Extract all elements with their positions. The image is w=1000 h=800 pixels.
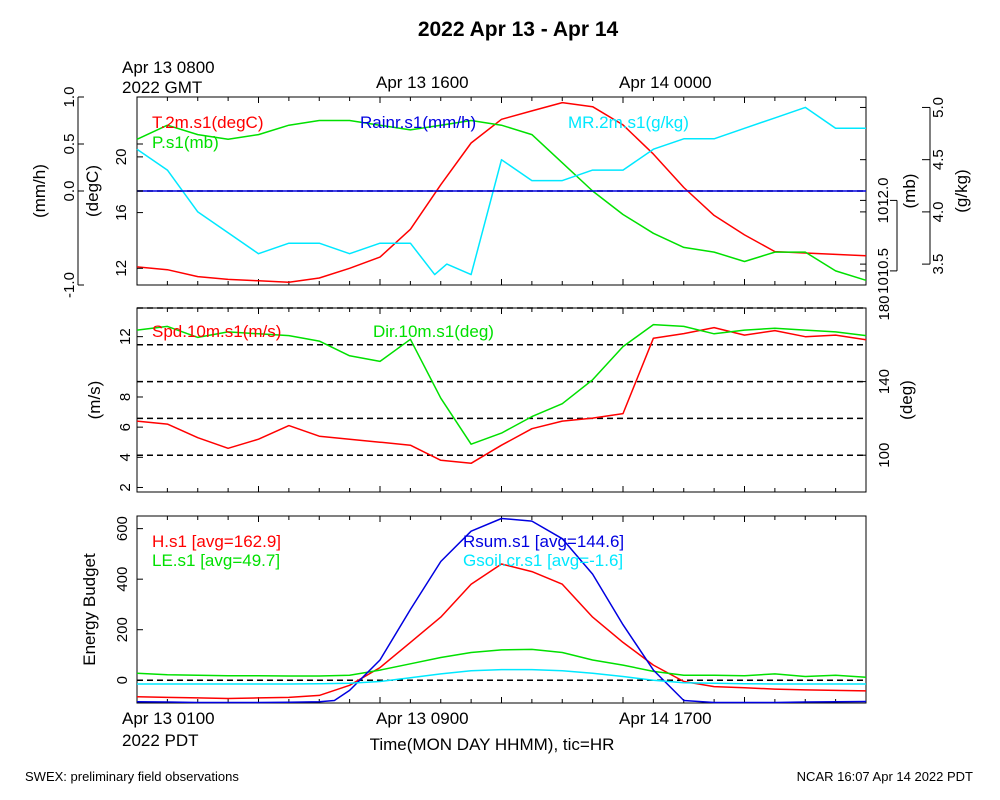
footer-left: SWEX: preliminary field observations xyxy=(25,769,239,784)
panel-wind: 2 4 6 8 12 (m/s) 100 140 180 (deg) Spd.10m.s1(m/s)… xyxy=(85,295,916,493)
y-tick-label: 1012.0 xyxy=(875,177,892,223)
series-line-1 xyxy=(136,326,867,465)
y-tick-label: 4 xyxy=(117,453,134,461)
y-tick-label: 140 xyxy=(876,369,893,394)
bottom-axis-label: Apr 14 1700 xyxy=(619,709,712,728)
top-axis-label: Apr 14 0000 xyxy=(619,73,712,92)
bottom-axis-label: Apr 13 0900 xyxy=(376,709,469,728)
panel-energy-budget: 0 200 400 600 Energy Budget H.s1 [avg=162.9]L… xyxy=(80,515,867,704)
series-line-1 xyxy=(136,563,867,700)
series-line-4 xyxy=(137,668,866,685)
y-tick-label: 8 xyxy=(117,393,134,401)
series-line-2 xyxy=(136,648,867,678)
y-tick-label: 180 xyxy=(876,295,893,320)
y-tick-label: 1010.5 xyxy=(875,248,892,294)
y-axis-label: (mb) xyxy=(900,174,919,209)
y-tick-label: 1.0 xyxy=(61,87,78,108)
y-tick-label: 0.5 xyxy=(61,134,78,155)
legend-entry: Gsoil.cr.s1 [avg=-1.6] xyxy=(463,551,623,570)
y-axis-label: Energy Budget xyxy=(80,553,99,666)
y-axis-label: (deg) xyxy=(897,380,916,420)
y-tick-label: -1.0 xyxy=(61,272,78,298)
y-tick-label: 20 xyxy=(113,149,130,166)
legend-entry: Rsum.s1 [avg=144.6] xyxy=(463,532,624,551)
series-line-3 xyxy=(136,517,867,704)
y-tick-label: 5.0 xyxy=(930,97,947,118)
y-tick-label: 0.0 xyxy=(61,181,78,202)
y-tick-label: 12 xyxy=(117,328,134,345)
y-axis-label: (g/kg) xyxy=(952,169,971,212)
y-axis-label: (m/s) xyxy=(85,381,104,420)
bottom-axis-label: 2022 PDT xyxy=(122,731,199,750)
y-axis-label: (degC) xyxy=(83,165,102,217)
top-axis-label: 2022 GMT xyxy=(122,78,202,97)
bottom-axis-labels: Apr 13 0100 2022 PDT Apr 13 0900 Apr 14 170… xyxy=(122,709,712,750)
legend-entry: Dir.10m.s1(deg) xyxy=(373,322,494,341)
series-line-2 xyxy=(136,119,867,282)
y-tick-label: 16 xyxy=(113,204,130,221)
y-tick-label: 4.5 xyxy=(930,149,947,170)
legend-entry: P.s1(mb) xyxy=(152,133,219,152)
y-tick-label: 4.0 xyxy=(930,201,947,222)
legend-entry: H.s1 [avg=162.9] xyxy=(152,532,281,551)
top-axis-label: Apr 13 1600 xyxy=(376,73,469,92)
y-tick-label: 3.5 xyxy=(930,254,947,275)
legend-entry: T.2m.s1(degC) xyxy=(152,113,263,132)
bottom-axis-label: Apr 13 0100 xyxy=(122,709,215,728)
y-tick-label: 600 xyxy=(114,516,131,541)
chart-title: 2022 Apr 13 - Apr 14 xyxy=(418,18,619,41)
legend-entry: MR.2m.s1(g/kg) xyxy=(568,113,689,132)
legend-entry: LE.s1 [avg=49.7] xyxy=(152,551,280,570)
y-tick-label: 12 xyxy=(113,260,130,277)
y-tick-label: 0 xyxy=(114,676,131,684)
legend-entry: Rainr.s1(mm/h) xyxy=(360,113,476,132)
panel-temperature-pressure: 12 16 20 (degC) -1.0 0.0 0.5 1.0 (mm/h) 1010.5 101… xyxy=(30,87,971,298)
footer-right: NCAR 16:07 Apr 14 2022 PDT xyxy=(797,769,973,784)
y-tick-label: 2 xyxy=(117,483,134,491)
legend-entry: Spd.10m.s1(m/s) xyxy=(152,322,281,341)
y-axis-label: (mm/h) xyxy=(30,164,49,218)
x-axis-title: Time(MON DAY HHMM), tic=HR xyxy=(370,735,615,754)
top-axis-label: Apr 13 0800 xyxy=(122,58,215,77)
y-tick-label: 200 xyxy=(114,617,131,642)
y-tick-label: 400 xyxy=(114,567,131,592)
series-line-1 xyxy=(136,101,867,283)
series-line-2 xyxy=(136,323,867,445)
y-tick-label: 100 xyxy=(876,443,893,468)
series-line-3 xyxy=(136,106,866,276)
y-tick-label: 6 xyxy=(117,423,134,431)
